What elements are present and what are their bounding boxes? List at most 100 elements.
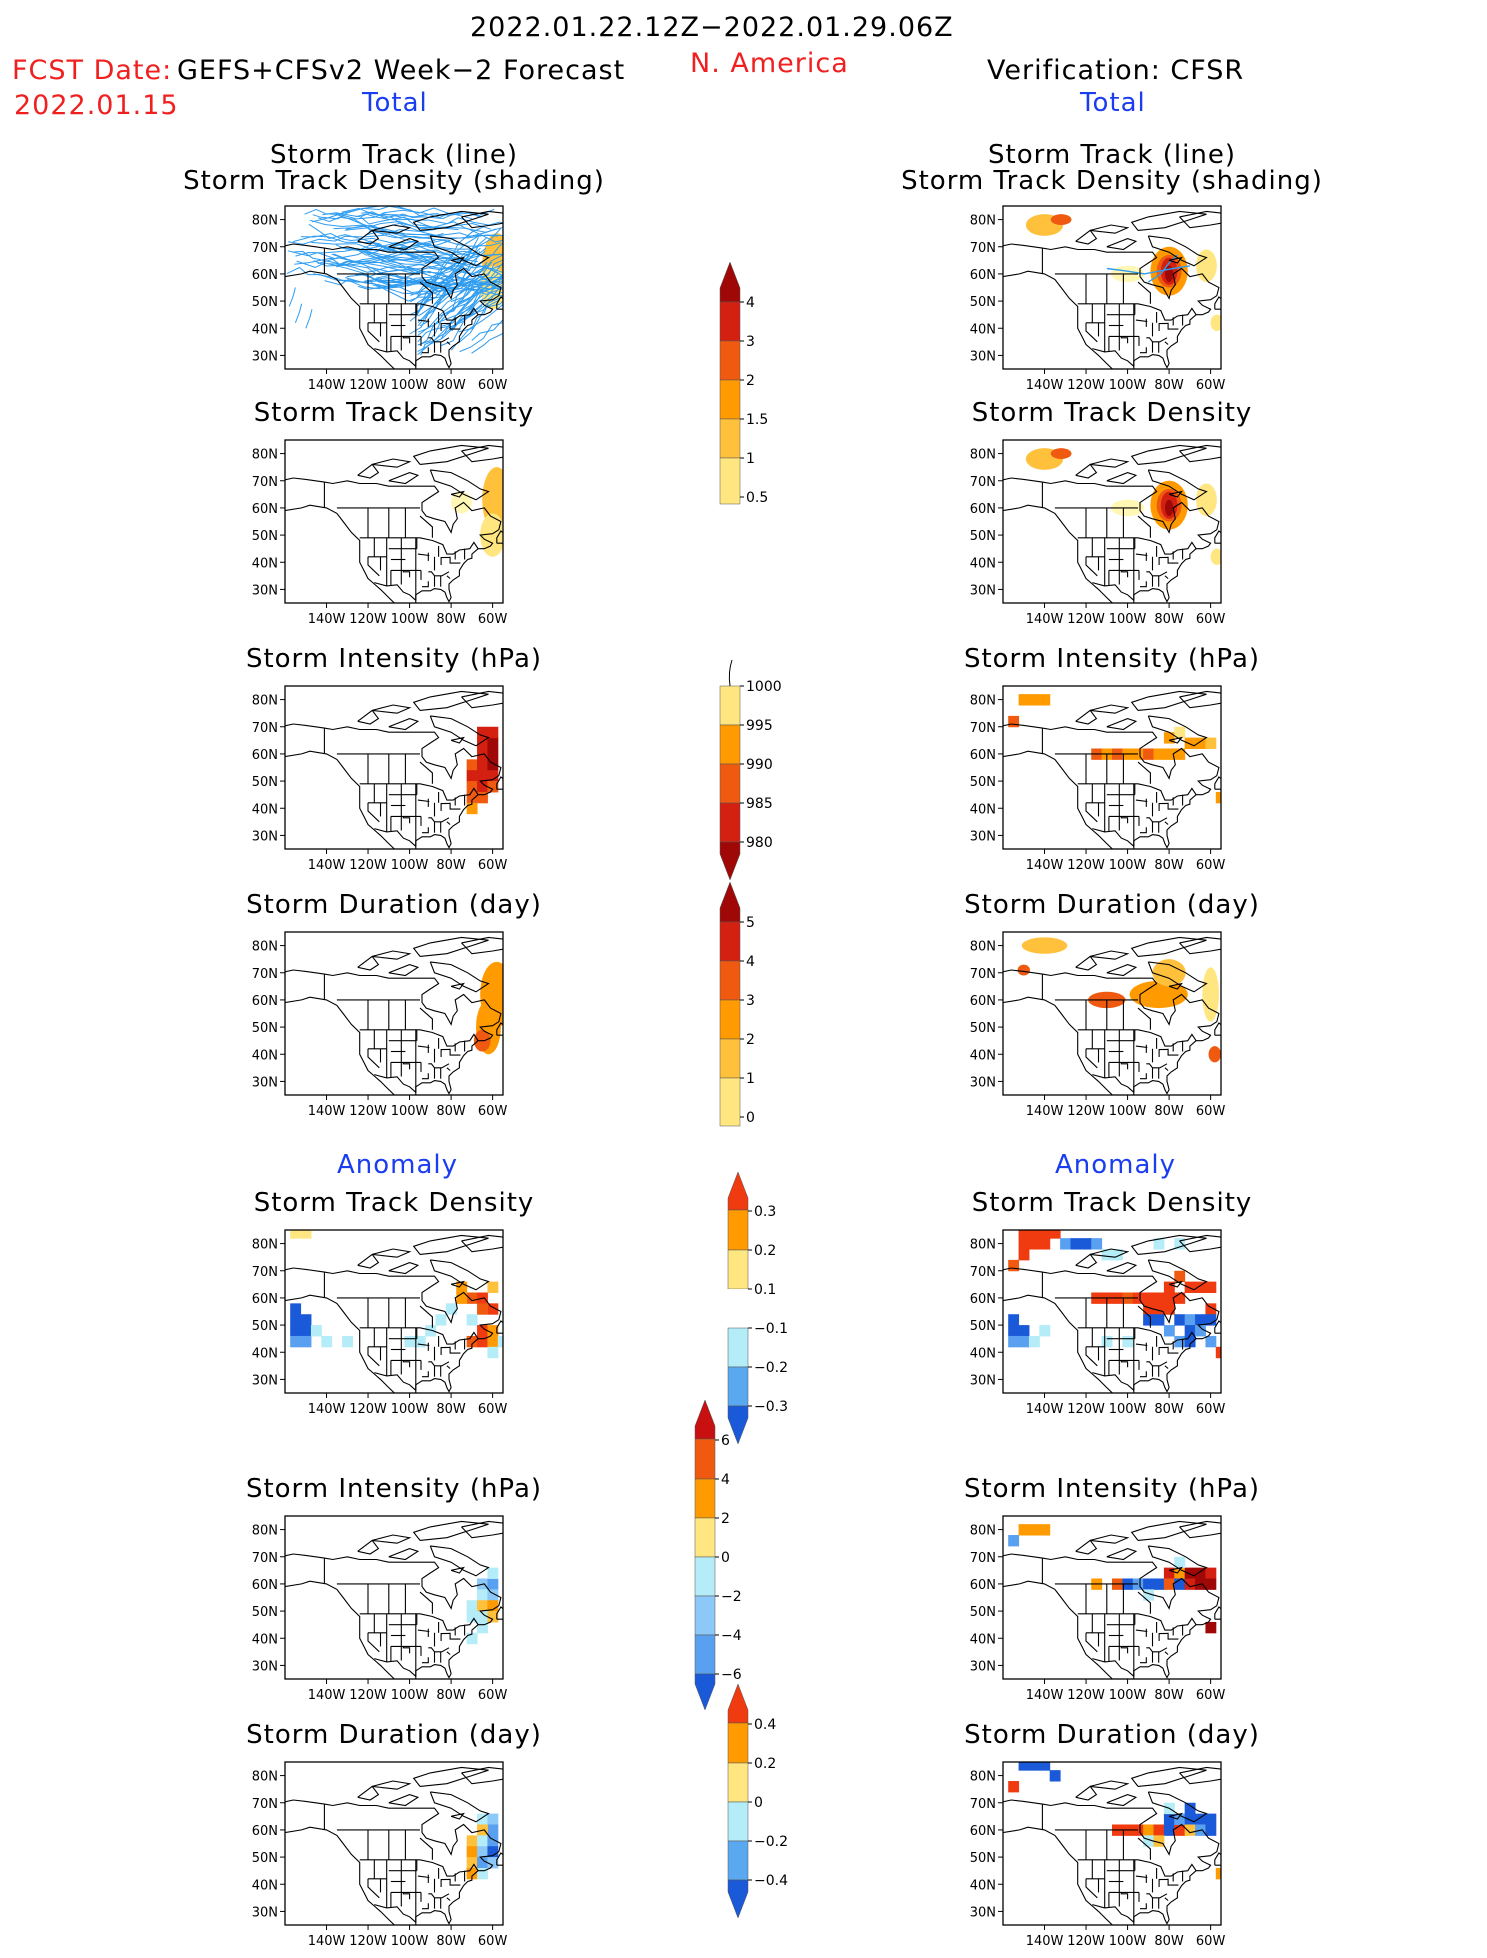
lat-tick-label: 50N xyxy=(252,1851,278,1866)
us-canada-border xyxy=(1078,1030,1196,1046)
lon-tick-label: 100W xyxy=(1109,1104,1147,1119)
colorbar-label: 990 xyxy=(746,757,773,773)
colorbar-label: 6 xyxy=(721,1433,730,1449)
lon-tick-label: 120W xyxy=(1067,1104,1105,1119)
island-coastline xyxy=(372,705,409,713)
grid-cell xyxy=(1008,716,1019,727)
lat-tick-label: 60N xyxy=(252,1292,278,1307)
lat-tick-label: 60N xyxy=(252,1578,278,1593)
lon-tick-label: 100W xyxy=(1109,1402,1147,1417)
lat-tick-label: 70N xyxy=(252,241,278,256)
right-anomaly-heading: Anomaly xyxy=(1055,1152,1176,1178)
lat-tick-label: 40N xyxy=(252,1048,278,1063)
grid-cell xyxy=(487,1824,498,1835)
lon-tick-label: 100W xyxy=(391,1934,429,1949)
coastline xyxy=(268,724,501,857)
lat-tick-label: 30N xyxy=(970,1373,996,1388)
us-mexico-border xyxy=(1092,1905,1134,1923)
state-boundary xyxy=(418,1876,429,1877)
verification-track-title-1: Storm Track (line) xyxy=(812,142,1412,168)
state-boundary xyxy=(1086,803,1097,822)
storm-track-line xyxy=(306,309,312,328)
lat-tick-label: 60N xyxy=(970,502,996,517)
lat-tick-label: 30N xyxy=(252,1075,278,1090)
colorbar-segment xyxy=(728,1802,748,1841)
grid-cell xyxy=(1019,1249,1030,1260)
state-boundary xyxy=(418,554,429,555)
storm-track-line xyxy=(472,311,533,353)
colorbar-label: −0.4 xyxy=(754,1873,788,1889)
lat-tick-label: 60N xyxy=(970,268,996,283)
forecast-track-title-1: Storm Track (line) xyxy=(94,142,694,168)
lat-tick-label: 30N xyxy=(970,349,996,364)
state-boundary xyxy=(368,557,379,576)
island-coastline xyxy=(389,965,418,976)
lon-tick-label: 80W xyxy=(1154,378,1184,393)
forecast-track-title-2: Storm Track Density (shading) xyxy=(94,168,694,194)
colorbar-label: 2 xyxy=(721,1511,730,1527)
map-frame xyxy=(285,1516,503,1679)
verification-density-title: Storm Track Density xyxy=(812,400,1412,426)
colorbar-segment xyxy=(695,1557,715,1596)
lat-tick-label: 50N xyxy=(252,295,278,310)
state-boundary xyxy=(1146,1894,1167,1898)
state-boundary xyxy=(418,1046,429,1047)
grid-cell xyxy=(311,1325,322,1336)
coastline xyxy=(986,724,1219,857)
grid-cell xyxy=(1019,1759,1030,1770)
us-canada-border xyxy=(360,784,478,800)
state-boundary xyxy=(1146,572,1167,576)
lat-tick-label: 70N xyxy=(970,475,996,490)
state-boundary xyxy=(422,827,428,832)
state-boundary xyxy=(422,1657,428,1662)
island-coastline xyxy=(430,962,488,992)
state-boundary xyxy=(403,1062,409,1069)
colorbar-label: 0.3 xyxy=(754,1204,776,1220)
colorbar-segment xyxy=(720,419,740,458)
grid-cell xyxy=(1154,1314,1165,1325)
colorbar-segment xyxy=(720,341,740,380)
lon-tick-label: 60W xyxy=(1196,378,1226,393)
grid-cell xyxy=(1205,738,1216,749)
colorbar-arrow-top xyxy=(728,1172,748,1210)
coastline xyxy=(268,1800,501,1933)
colorbar-arrow-top xyxy=(720,882,740,922)
map-frame xyxy=(285,932,503,1095)
lon-tick-label: 140W xyxy=(308,1402,346,1417)
state-boundary xyxy=(403,1646,409,1653)
us-canada-border xyxy=(1078,1860,1196,1876)
lon-tick-label: 100W xyxy=(1109,612,1147,627)
colorbar-label: 0.5 xyxy=(746,490,768,506)
state-boundary xyxy=(428,818,449,822)
colorbar-segment xyxy=(728,1289,748,1328)
storm-track-line xyxy=(289,288,295,307)
colorbar-label: −2 xyxy=(721,1589,742,1605)
state-boundary xyxy=(428,1648,449,1652)
lat-tick-label: 80N xyxy=(252,448,278,463)
island-coastline xyxy=(1076,1540,1097,1554)
state-boundary xyxy=(1140,1903,1146,1908)
lat-tick-label: 40N xyxy=(970,1878,996,1893)
state-boundary xyxy=(1086,323,1097,342)
province-boundary xyxy=(1138,762,1150,784)
grid-cell xyxy=(1050,1770,1061,1781)
verification-aduration-title: Storm Duration (day) xyxy=(812,1722,1412,1748)
lat-tick-label: 80N xyxy=(970,1238,996,1253)
grid-cell xyxy=(1205,1814,1216,1825)
island-coastline xyxy=(1090,705,1127,713)
us-mexico-border xyxy=(1092,349,1134,367)
lat-tick-label: 50N xyxy=(970,295,996,310)
lat-tick-label: 30N xyxy=(252,583,278,598)
colorbar-segment xyxy=(720,302,740,341)
grid-cell xyxy=(487,738,498,749)
lat-tick-label: 60N xyxy=(970,994,996,1009)
colorbar-segment xyxy=(720,803,740,842)
lon-tick-label: 60W xyxy=(478,378,508,393)
state-boundary xyxy=(368,323,379,342)
colorbar-segment xyxy=(695,1479,715,1518)
lat-tick-label: 50N xyxy=(970,1851,996,1866)
